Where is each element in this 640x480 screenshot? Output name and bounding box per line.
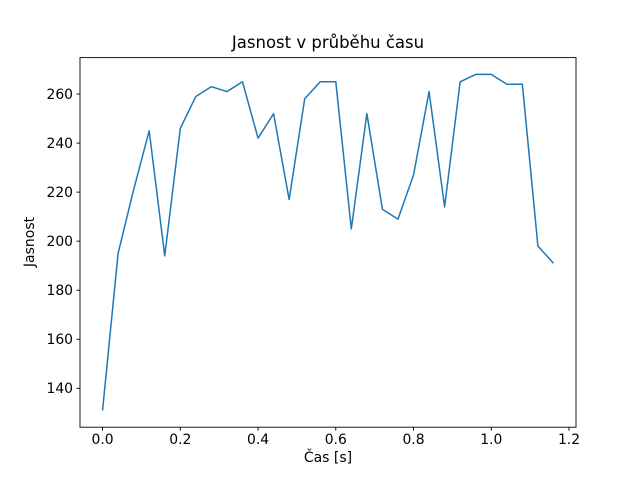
x-tick-label: 1.2 <box>558 432 580 448</box>
x-tick-label: 0.6 <box>325 432 347 448</box>
y-tick-label: 200 <box>46 234 73 250</box>
axes-spines <box>79 57 577 428</box>
x-tick-label: 0.0 <box>91 432 113 448</box>
y-axis-label: Jasnost <box>22 216 38 268</box>
y-tick-label: 220 <box>46 185 73 201</box>
chart-title: Jasnost v průběhu času <box>231 33 425 52</box>
x-tick-label: 0.4 <box>247 432 269 448</box>
y-tick-label: 160 <box>46 332 73 348</box>
data-line-group <box>101 73 555 411</box>
y-tick-label: 180 <box>46 283 73 299</box>
y-tick-label: 240 <box>46 136 73 152</box>
y-tick-label: 260 <box>46 87 73 103</box>
x-axis-label: Čas [s] <box>303 450 353 466</box>
y-tick-label: 140 <box>46 381 73 397</box>
y-axis-ticks: 140 160 180 200 220 240 260 <box>46 87 80 397</box>
brightness-line <box>101 73 555 411</box>
x-tick-label: 0.8 <box>402 432 424 448</box>
x-tick-label: 0.2 <box>169 432 191 448</box>
x-axis-ticks: 0.0 0.2 0.4 0.6 0.8 1.0 1.2 <box>91 427 580 448</box>
axes-box <box>79 57 577 428</box>
x-tick-label: 1.0 <box>480 432 502 448</box>
